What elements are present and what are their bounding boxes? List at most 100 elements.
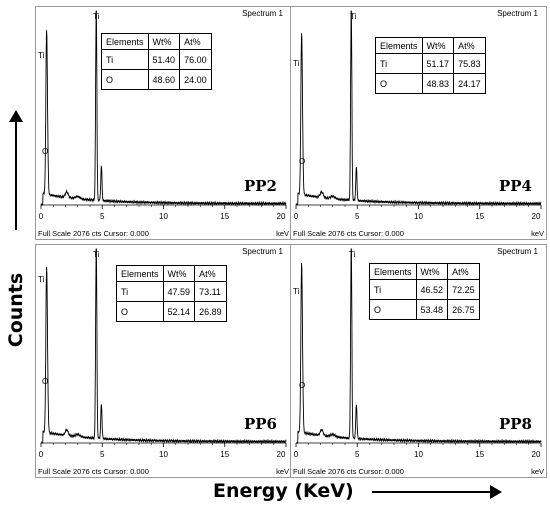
cell-element: Ti bbox=[101, 49, 149, 70]
o-peak-label: O bbox=[42, 147, 49, 156]
footer-text: Full Scale 2076 cts Cursor: 0.000 bbox=[38, 467, 149, 476]
header-wt: Wt% bbox=[162, 265, 196, 282]
cell-element: O bbox=[369, 299, 417, 320]
header-elements: Elements bbox=[116, 265, 164, 282]
sample-label: PP4 bbox=[499, 177, 532, 195]
x-tick-label: 5 bbox=[355, 212, 360, 221]
spectrum-plot bbox=[40, 10, 287, 209]
composition-table: Elements Wt% At% Ti 46.52 72.25 O 53.48 26.75 bbox=[369, 263, 480, 320]
ti-low-energy-label: Ti bbox=[38, 51, 45, 60]
unit-label: keV bbox=[531, 467, 544, 476]
header-at: At% bbox=[447, 263, 480, 280]
x-tick-label: 5 bbox=[355, 450, 360, 459]
header-elements: Elements bbox=[375, 37, 423, 54]
x-tick-label: 0 bbox=[293, 212, 299, 221]
sample-label: PP8 bbox=[499, 415, 532, 433]
x-tick-label: 10 bbox=[159, 450, 168, 459]
header-wt: Wt% bbox=[415, 263, 449, 280]
unit-label: keV bbox=[276, 229, 289, 238]
cell-at: 75.83 bbox=[453, 53, 486, 74]
x-tick-label: 15 bbox=[220, 450, 230, 459]
ti-low-energy-label: Ti bbox=[293, 59, 300, 68]
y-axis-label-group: Counts bbox=[0, 60, 32, 460]
cell-at: 24.17 bbox=[453, 73, 486, 94]
cell-element: Ti bbox=[369, 279, 417, 300]
y-axis-label: Counts bbox=[5, 272, 27, 348]
cell-element: O bbox=[101, 69, 149, 90]
sample-label: PP6 bbox=[244, 415, 277, 433]
x-tick-label: 15 bbox=[475, 450, 485, 459]
x-tick-label: 0 bbox=[38, 212, 44, 221]
cell-wt: 51.17 bbox=[421, 53, 455, 74]
ti-peak-label: Ti bbox=[93, 250, 100, 259]
header-elements: Elements bbox=[101, 33, 149, 50]
spectrum-plot bbox=[295, 248, 542, 447]
o-peak-label: O bbox=[42, 377, 49, 386]
cell-wt: 53.48 bbox=[415, 299, 449, 320]
cell-at: 26.89 bbox=[194, 301, 227, 322]
spectrum-label: Spectrum 1 bbox=[242, 247, 283, 256]
cell-element: O bbox=[375, 73, 423, 94]
cell-element: O bbox=[116, 301, 164, 322]
cell-wt: 48.83 bbox=[421, 73, 455, 94]
cell-at: 26.75 bbox=[447, 299, 480, 320]
cell-at: 72.25 bbox=[447, 279, 480, 300]
header-wt: Wt% bbox=[421, 37, 455, 54]
x-tick-label: 20 bbox=[531, 212, 541, 221]
x-tick-label: 20 bbox=[276, 450, 286, 459]
spectrum-line bbox=[40, 248, 287, 445]
cell-at: 24.00 bbox=[179, 69, 212, 90]
footer-text: Full Scale 2076 cts Cursor: 0.000 bbox=[293, 229, 404, 238]
header-elements: Elements bbox=[369, 263, 417, 280]
unit-label: keV bbox=[276, 467, 289, 476]
x-tick-label: 0 bbox=[38, 450, 44, 459]
spectrum-plot bbox=[40, 248, 287, 447]
x-tick-label: 15 bbox=[220, 212, 230, 221]
x-tick-label: 10 bbox=[414, 212, 423, 221]
header-wt: Wt% bbox=[147, 33, 181, 50]
x-tick-label: 10 bbox=[414, 450, 423, 459]
ti-low-energy-label: Ti bbox=[38, 275, 45, 284]
x-tick-label: 20 bbox=[531, 450, 541, 459]
x-tick-label: 5 bbox=[100, 450, 105, 459]
o-peak-label: O bbox=[299, 157, 306, 166]
header-at: At% bbox=[194, 265, 227, 282]
spectrum-label: Spectrum 1 bbox=[497, 247, 538, 256]
spectrum-line bbox=[295, 248, 542, 445]
unit-label: keV bbox=[531, 229, 544, 238]
x-axis-label: Energy (KeV) bbox=[213, 480, 354, 502]
cell-element: Ti bbox=[116, 281, 164, 302]
spectrum-panel-pp8: Spectrum 1 Ti Ti O Elements Wt% At% Ti 46.5… bbox=[290, 244, 547, 478]
header-at: At% bbox=[453, 37, 486, 54]
cell-element: Ti bbox=[375, 53, 423, 74]
ti-peak-label: Ti bbox=[350, 12, 357, 21]
x-arrow-icon bbox=[372, 491, 492, 493]
cell-at: 73.11 bbox=[194, 281, 227, 302]
composition-table: Elements Wt% At% Ti 47.59 73.11 O 52.14 26.89 bbox=[116, 265, 227, 322]
composition-table: Elements Wt% At% Ti 51.17 75.83 O 48.83 24.17 bbox=[375, 37, 486, 94]
spectrum-plot bbox=[295, 10, 542, 209]
composition-table: Elements Wt% At% Ti 51.40 76.00 O 48.60 24.00 bbox=[101, 33, 212, 90]
o-peak-label: O bbox=[299, 381, 306, 390]
spectrum-label: Spectrum 1 bbox=[497, 9, 538, 18]
spectrum-label: Spectrum 1 bbox=[242, 9, 283, 18]
ti-low-energy-label: Ti bbox=[293, 287, 300, 296]
footer-text: Full Scale 2076 cts Cursor: 0.000 bbox=[293, 467, 404, 476]
footer-text: Full Scale 2076 cts Cursor: 0.000 bbox=[38, 229, 149, 238]
x-tick-label: 0 bbox=[293, 450, 299, 459]
x-tick-label: 10 bbox=[159, 212, 168, 221]
spectrum-panel-pp2: Spectrum 1 Ti Ti O Elements Wt% At% Ti 51.4… bbox=[35, 6, 292, 240]
spectrum-line bbox=[40, 10, 287, 207]
cell-wt: 48.60 bbox=[147, 69, 181, 90]
x-arrow-head-icon bbox=[490, 485, 502, 499]
y-arrow-icon bbox=[15, 115, 17, 230]
x-tick-label: 15 bbox=[475, 212, 485, 221]
cell-at: 76.00 bbox=[179, 49, 212, 70]
x-tick-label: 5 bbox=[100, 212, 105, 221]
x-tick-label: 20 bbox=[276, 212, 286, 221]
cell-wt: 46.52 bbox=[415, 279, 449, 300]
cell-wt: 47.59 bbox=[162, 281, 196, 302]
header-at: At% bbox=[179, 33, 212, 50]
spectrum-panel-pp4: Spectrum 1 Ti Ti O Elements Wt% At% Ti 51.1… bbox=[290, 6, 547, 240]
ti-peak-label: Ti bbox=[349, 250, 356, 259]
